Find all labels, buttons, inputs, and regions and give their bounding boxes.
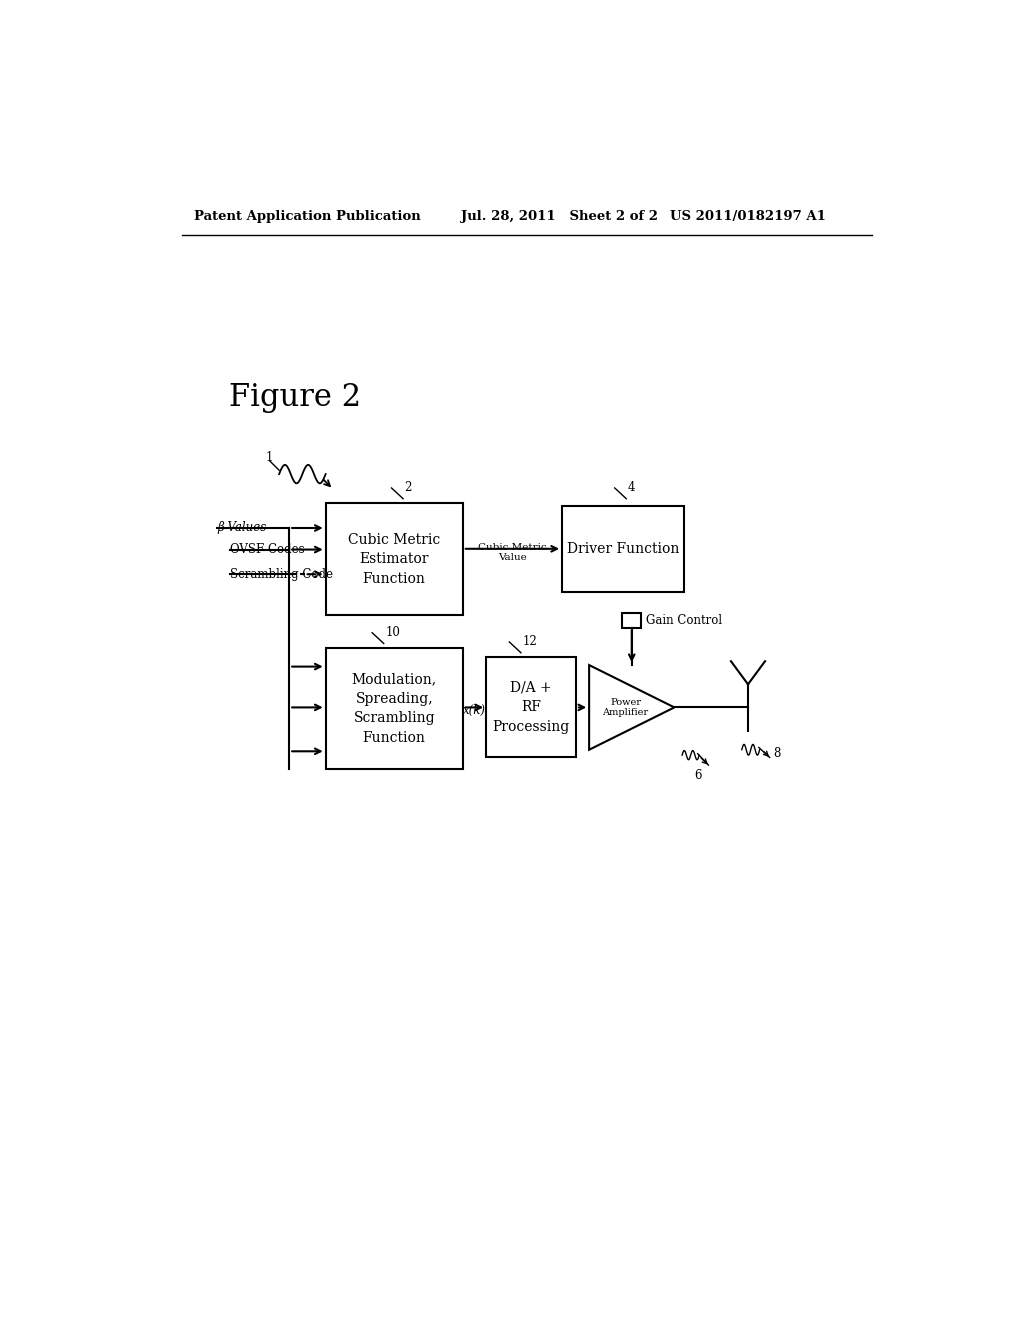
Text: 1: 1 (266, 450, 273, 463)
Text: 8: 8 (773, 747, 781, 760)
Text: Cubic Metric
Value: Cubic Metric Value (478, 543, 547, 562)
Bar (486, 657, 575, 758)
Text: Patent Application Publication: Patent Application Publication (194, 210, 421, 223)
Text: US 2011/0182197 A1: US 2011/0182197 A1 (671, 210, 826, 223)
Text: 10: 10 (385, 626, 400, 639)
Text: D/A +
RF
Processing: D/A + RF Processing (493, 681, 569, 734)
Text: Figure 2: Figure 2 (228, 381, 360, 413)
Text: 4: 4 (628, 482, 635, 495)
Bar (326, 648, 463, 770)
Text: Power
Amplifier: Power Amplifier (602, 698, 648, 717)
Text: Cubic Metric
Estimator
Function: Cubic Metric Estimator Function (348, 533, 440, 586)
Text: Jul. 28, 2011   Sheet 2 of 2: Jul. 28, 2011 Sheet 2 of 2 (461, 210, 658, 223)
Bar (623, 612, 641, 628)
Text: OVSF Codes: OVSF Codes (230, 543, 305, 556)
Text: x(k): x(k) (463, 704, 486, 717)
Text: β Values: β Values (217, 521, 266, 535)
Text: 6: 6 (694, 768, 701, 781)
Text: Driver Function: Driver Function (567, 543, 679, 556)
Text: Scrambling Code: Scrambling Code (230, 568, 333, 581)
Text: 2: 2 (404, 482, 412, 495)
Bar (562, 507, 684, 591)
Text: 12: 12 (522, 635, 538, 648)
Text: Gain Control: Gain Control (646, 614, 722, 627)
Bar (326, 503, 463, 615)
Text: Modulation,
Spreading,
Scrambling
Function: Modulation, Spreading, Scrambling Functi… (351, 672, 437, 744)
